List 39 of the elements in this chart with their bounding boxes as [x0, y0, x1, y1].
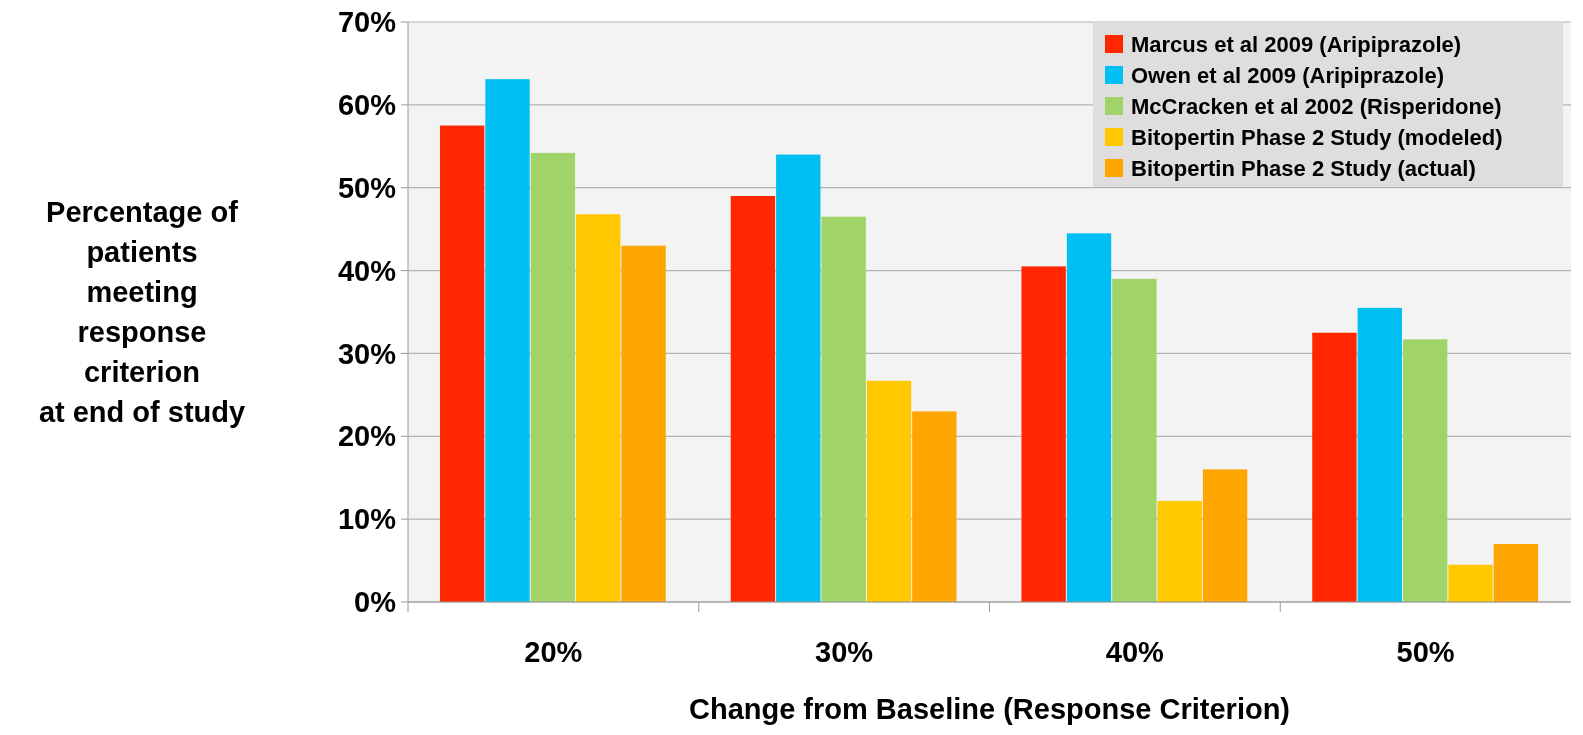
bar	[576, 214, 621, 602]
x-tick-label: 20%	[524, 636, 583, 668]
bar	[776, 154, 821, 602]
bar	[866, 380, 912, 602]
y-tick-label: 60%	[337, 89, 397, 122]
bar	[1202, 469, 1248, 602]
x-tick-label: 50%	[1396, 636, 1455, 668]
legend-label: McCracken et al 2002 (Risperidone)	[1131, 93, 1502, 119]
bar	[1021, 266, 1066, 602]
y-tick-label: 10%	[337, 503, 397, 536]
y-tick-label: 40%	[337, 254, 397, 287]
legend-label: Owen et al 2009 (Aripiprazole)	[1131, 62, 1444, 88]
legend-label: Bitopertin Phase 2 Study (actual)	[1131, 155, 1476, 181]
bar	[485, 79, 530, 602]
bar	[1157, 500, 1202, 602]
legend-label: Bitopertin Phase 2 Study (modeled)	[1131, 124, 1503, 150]
y-tick-label: 0%	[354, 586, 397, 619]
y-tick-label: 70%	[337, 6, 397, 39]
y-tick-label: 30%	[337, 337, 397, 370]
bar	[530, 152, 576, 602]
bar	[1357, 307, 1402, 602]
y-axis-title: Percentage of patients meeting response criterion at end of study	[38, 196, 246, 429]
bar	[821, 216, 866, 602]
bar	[1112, 278, 1157, 602]
bar	[912, 411, 957, 602]
bar	[1312, 332, 1357, 602]
x-tick-label: 40%	[1105, 636, 1165, 668]
bar	[439, 125, 485, 602]
bar	[730, 196, 776, 602]
bar	[1066, 233, 1112, 602]
x-axis-title: Change from Baseline (Response Criterion)	[688, 693, 1291, 725]
bar	[1493, 544, 1539, 602]
legend-label: Marcus et al 2009 (Aripiprazole)	[1131, 31, 1462, 57]
bar	[1448, 564, 1493, 602]
y-tick-label: 50%	[337, 171, 397, 204]
bar	[621, 245, 666, 602]
bar	[1402, 339, 1448, 602]
x-tick-label: 30%	[815, 636, 874, 668]
y-tick-label: 20%	[337, 420, 397, 453]
